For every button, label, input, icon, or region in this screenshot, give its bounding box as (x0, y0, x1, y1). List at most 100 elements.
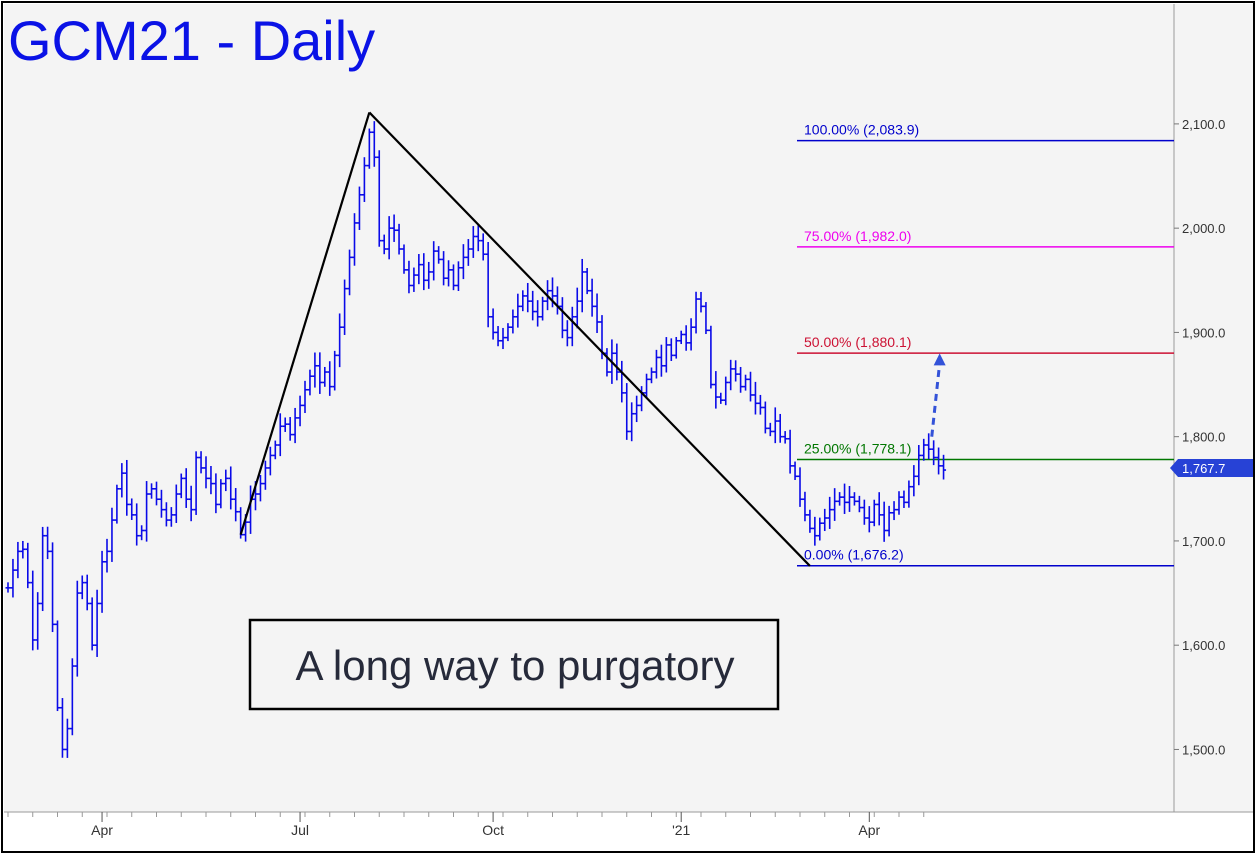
price-bar (911, 465, 917, 497)
last-price-badge-shape (1170, 459, 1254, 477)
price-bar (396, 223, 402, 255)
last-price-badge: 1,767.7 (1170, 459, 1254, 477)
price-bar (406, 260, 412, 294)
price-bar (203, 456, 209, 489)
price-bar (154, 481, 159, 506)
price-bar (876, 492, 882, 526)
fib-label: 25.00% (1,778.1) (804, 441, 911, 457)
price-bar (139, 525, 145, 541)
price-bar (5, 582, 11, 593)
price-bar (124, 459, 130, 516)
price-bar (921, 438, 927, 461)
price-bar (391, 214, 397, 242)
price-bar (752, 381, 758, 415)
price-bar (475, 224, 481, 252)
price-bar (614, 343, 620, 381)
price-bar (485, 241, 491, 328)
price-bar (891, 501, 897, 521)
price-bar (366, 128, 372, 169)
price-bar (129, 498, 135, 520)
price-bar (376, 150, 382, 247)
price-bar (906, 480, 912, 508)
price-bar (257, 475, 263, 502)
target-arrow (930, 353, 946, 437)
price-bar (421, 253, 427, 291)
price-bar (817, 517, 823, 541)
pattern-lines (239, 111, 811, 567)
price-bar (688, 318, 694, 351)
price-bar (743, 374, 749, 391)
fib-label: 100.00% (2,083.9) (804, 122, 919, 138)
price-bar (317, 352, 323, 394)
x-tick-label: Apr (91, 822, 113, 838)
price-bar (158, 489, 164, 518)
price-bar (436, 246, 442, 264)
price-bar (431, 241, 437, 281)
price-bar (634, 395, 640, 423)
price-bar (777, 413, 783, 443)
price-bar (173, 484, 179, 523)
price-bar (144, 481, 150, 542)
price-bar (510, 309, 516, 334)
fib-levels: 100.00% (2,083.9) 75.00% (1,982.0) 50.00% … (797, 122, 1174, 567)
price-bar (733, 360, 739, 382)
annotation-box (248, 618, 780, 711)
price-bar (762, 401, 768, 434)
price-bar (426, 261, 432, 289)
price-bar (881, 501, 887, 542)
price-bar (50, 542, 56, 633)
price-bar (886, 505, 892, 537)
price-bar (564, 320, 570, 347)
price-bar (401, 244, 407, 274)
price-bar (713, 371, 719, 409)
price-bar (693, 291, 699, 334)
price-bar (371, 121, 377, 167)
price-bar (851, 492, 857, 506)
pattern-line (368, 111, 811, 567)
price-bar (802, 491, 808, 522)
price-bar (683, 325, 689, 351)
y-tick-label: 2,100.0 (1182, 117, 1225, 132)
price-bar (807, 509, 813, 533)
price-bar (163, 502, 169, 527)
price-bar (871, 499, 877, 527)
price-bar (505, 323, 511, 342)
x-tick-label: Oct (482, 822, 504, 838)
price-bar (787, 429, 793, 474)
price-bar (748, 371, 753, 402)
price-bar (411, 267, 417, 292)
price-bar (322, 366, 328, 387)
price-bar (119, 463, 125, 498)
price-bar (267, 446, 273, 476)
y-tick-label: 1,600.0 (1182, 638, 1225, 653)
price-bar (149, 483, 155, 499)
price-bar (792, 461, 798, 480)
price-bar (99, 550, 105, 613)
price-bar (936, 447, 942, 475)
price-bar (837, 492, 843, 506)
price-bar (35, 592, 41, 650)
price-bar (629, 402, 635, 442)
price-bar (847, 485, 852, 512)
price-bar (767, 422, 773, 437)
price-bar (233, 488, 239, 522)
last-price-label: 1,767.7 (1182, 461, 1225, 476)
price-bar (644, 373, 650, 398)
price-bar (386, 216, 392, 260)
price-bar (74, 580, 80, 677)
fib-label: 50.00% (1,880.1) (804, 334, 911, 350)
pattern-line (239, 112, 371, 535)
fib-label: 75.00% (1,982.0) (804, 228, 911, 244)
price-bar (480, 233, 486, 261)
price-bar (832, 488, 838, 521)
price-bar (812, 516, 818, 546)
price-bar (25, 542, 31, 589)
price-bar (168, 507, 174, 527)
y-tick-label: 2,000.0 (1182, 221, 1225, 236)
price-bar (738, 366, 744, 393)
price-bar (104, 538, 110, 573)
price-bar (114, 484, 120, 524)
price-bar (347, 249, 353, 296)
price-bar (757, 394, 763, 415)
